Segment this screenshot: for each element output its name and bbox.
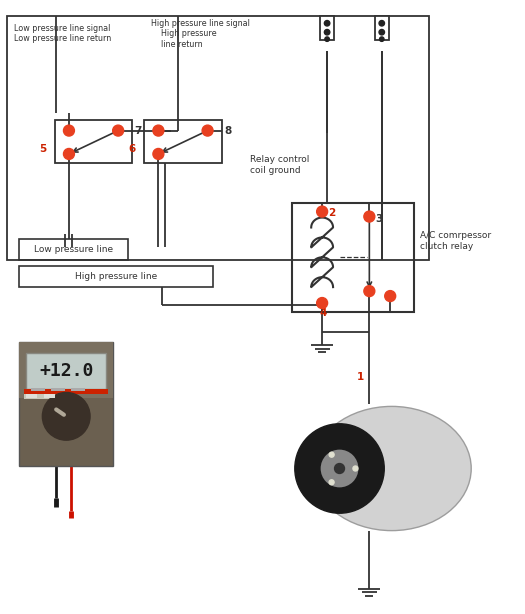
- Circle shape: [317, 298, 328, 308]
- Bar: [19, 266, 213, 287]
- Text: High pressure line: High pressure line: [75, 272, 157, 281]
- Circle shape: [317, 206, 328, 217]
- Circle shape: [43, 392, 90, 440]
- Circle shape: [379, 20, 384, 26]
- Circle shape: [321, 449, 359, 488]
- Bar: [32, 387, 45, 392]
- Circle shape: [329, 480, 334, 485]
- Text: 2: 2: [328, 208, 335, 217]
- Text: 8: 8: [224, 126, 231, 136]
- Text: Low pressure line: Low pressure line: [34, 245, 113, 254]
- Bar: [71, 387, 85, 392]
- Circle shape: [153, 149, 164, 160]
- FancyArrowPatch shape: [56, 410, 64, 414]
- Circle shape: [324, 29, 330, 35]
- Bar: [26, 394, 37, 398]
- Text: Low pressure line signal
Low pressure line return: Low pressure line signal Low pressure li…: [14, 24, 111, 43]
- Circle shape: [64, 125, 75, 136]
- Circle shape: [353, 466, 358, 471]
- Text: 3: 3: [375, 214, 383, 224]
- Circle shape: [295, 424, 384, 513]
- Circle shape: [385, 290, 396, 301]
- Circle shape: [379, 29, 384, 35]
- Circle shape: [334, 464, 344, 473]
- Bar: [19, 342, 113, 466]
- Text: +12.0: +12.0: [39, 362, 93, 380]
- Circle shape: [364, 211, 375, 222]
- Bar: [19, 342, 113, 398]
- Circle shape: [44, 394, 88, 438]
- Bar: [292, 203, 414, 312]
- Bar: [55, 120, 132, 163]
- Circle shape: [331, 459, 349, 478]
- Text: 7: 7: [134, 126, 142, 136]
- Text: 4: 4: [320, 308, 327, 318]
- Bar: [375, 17, 388, 40]
- Text: 6: 6: [128, 144, 135, 154]
- Circle shape: [325, 37, 329, 41]
- Circle shape: [329, 453, 334, 457]
- Bar: [7, 17, 429, 260]
- Text: Relay control
coil ground: Relay control coil ground: [250, 155, 309, 175]
- Bar: [144, 120, 222, 163]
- Text: High pressure line signal
    High pressure
    line return: High pressure line signal High pressure …: [151, 19, 249, 49]
- Bar: [19, 239, 128, 260]
- Bar: [24, 394, 76, 398]
- Text: 5: 5: [39, 144, 46, 154]
- Circle shape: [153, 125, 164, 136]
- Bar: [24, 389, 109, 394]
- Bar: [320, 17, 334, 40]
- Circle shape: [64, 149, 75, 160]
- Circle shape: [380, 37, 384, 41]
- Circle shape: [202, 125, 213, 136]
- Bar: [51, 387, 65, 392]
- Ellipse shape: [312, 406, 471, 530]
- Bar: [44, 394, 55, 398]
- Circle shape: [324, 20, 330, 26]
- Circle shape: [364, 286, 375, 297]
- Text: A/C comrpessor
clutch relay: A/C comrpessor clutch relay: [420, 231, 491, 251]
- Circle shape: [113, 125, 123, 136]
- Bar: [26, 353, 106, 389]
- Text: 1: 1: [357, 371, 364, 381]
